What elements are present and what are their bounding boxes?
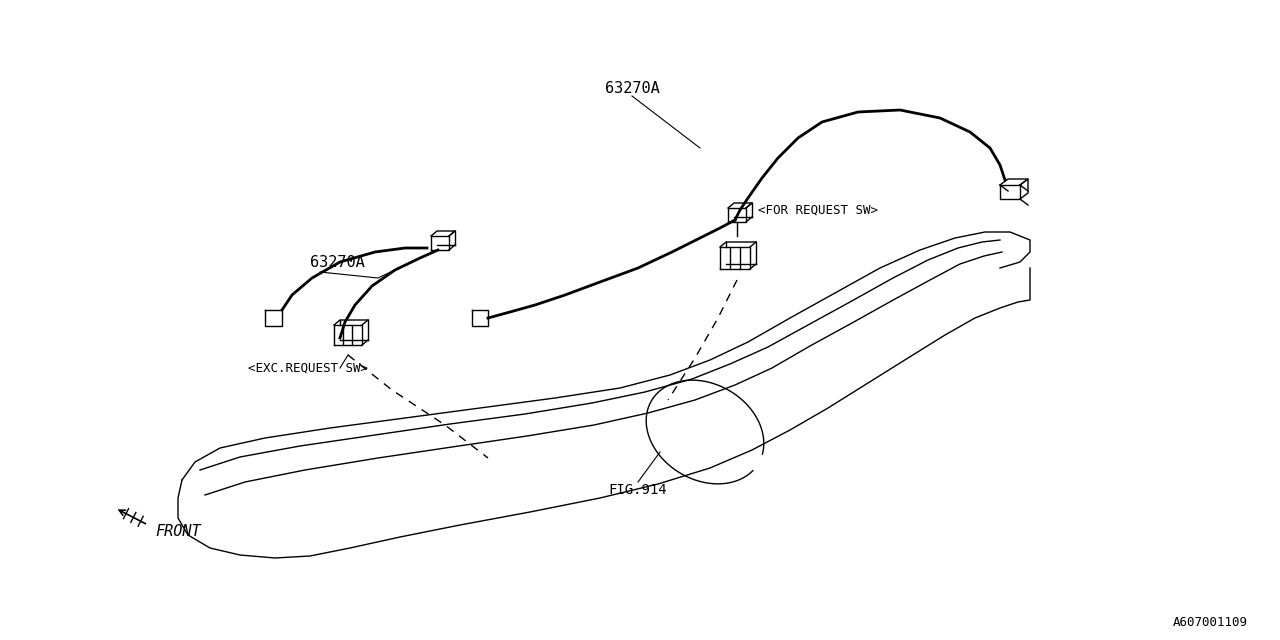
- Text: 63270A: 63270A: [604, 81, 659, 95]
- Text: 63270A: 63270A: [310, 255, 365, 269]
- Text: FIG.914: FIG.914: [609, 483, 667, 497]
- Text: A607001109: A607001109: [1172, 616, 1248, 628]
- Text: FRONT: FRONT: [155, 525, 201, 540]
- Text: <EXC.REQUEST SW>: <EXC.REQUEST SW>: [248, 362, 369, 374]
- Text: <FOR REQUEST SW>: <FOR REQUEST SW>: [758, 204, 878, 216]
